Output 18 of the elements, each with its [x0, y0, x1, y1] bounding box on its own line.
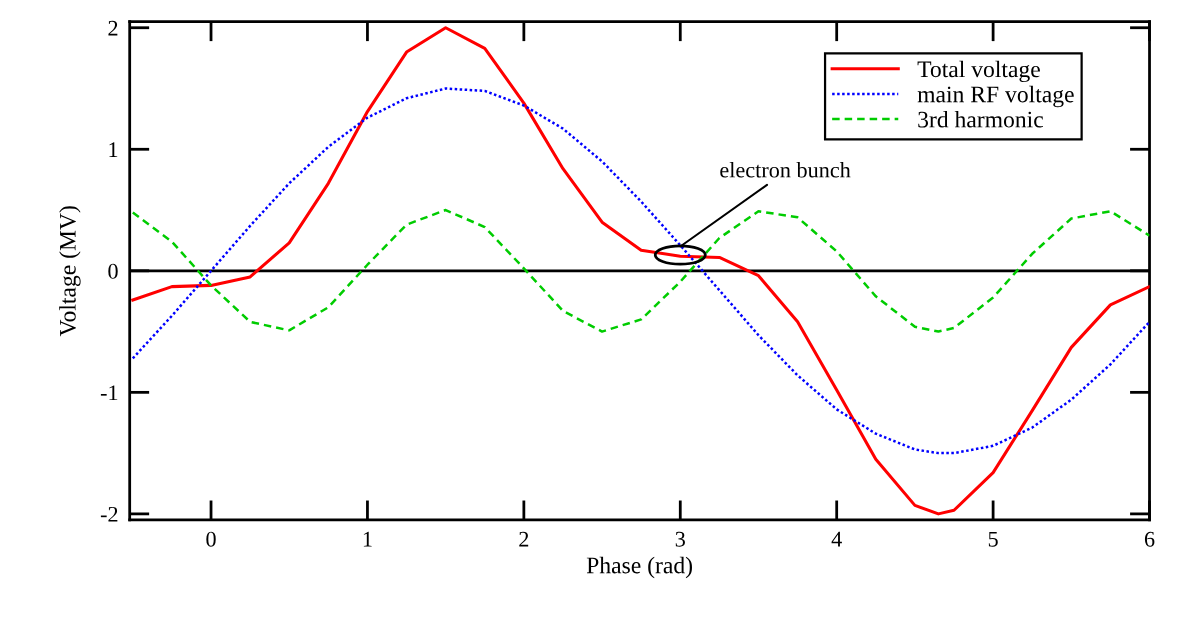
x-tick-label: 0	[206, 531, 216, 547]
y-axis-title: Voltage (MV)	[59, 206, 81, 337]
legend-label: Total voltage	[917, 60, 1040, 83]
annotation: electron bunch	[720, 161, 851, 178]
legend-label: main RF voltage	[917, 85, 1074, 108]
x-tick-label: 6	[1144, 531, 1155, 547]
y-tick-label: 1	[109, 142, 118, 157]
x-tick-label: 1	[363, 531, 372, 547]
x-tick-label: 2	[519, 531, 529, 547]
y-tick-label: 0	[108, 263, 118, 279]
x-axis-title: Phase (rad)	[586, 556, 692, 579]
x-tick-label: 4	[831, 531, 842, 547]
y-tick-label: -2	[100, 506, 118, 522]
x-tick-label: 5	[988, 531, 998, 547]
legend-label: 3rd harmonic	[918, 110, 1043, 128]
y-tick-label: -1	[100, 385, 118, 401]
x-tick-label: 3	[675, 531, 685, 547]
y-tick-label: 2	[108, 20, 118, 36]
